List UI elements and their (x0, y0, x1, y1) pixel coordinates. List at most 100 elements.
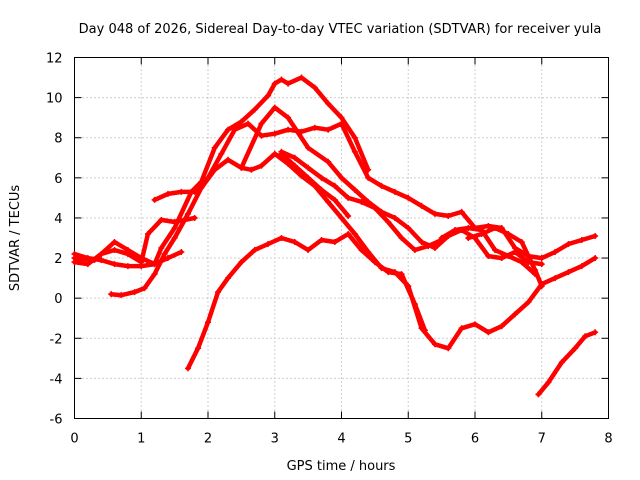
data-point (331, 239, 338, 246)
data-point (431, 341, 438, 348)
data-point (385, 269, 392, 276)
data-point (98, 251, 105, 258)
data-point (311, 124, 318, 131)
x-tick-label: 0 (70, 432, 78, 447)
y-tick-label: 12 (46, 52, 63, 67)
data-point (338, 114, 345, 121)
y-tick-label: -2 (50, 332, 63, 347)
data-point (391, 214, 398, 221)
data-point (425, 243, 432, 250)
x-tick-label: 8 (604, 432, 612, 447)
data-point (385, 218, 392, 225)
x-tick-label: 5 (404, 432, 412, 447)
data-point (144, 230, 151, 237)
data-point (151, 261, 158, 268)
data-point (258, 132, 265, 139)
data-point (151, 271, 158, 278)
data-point (405, 194, 412, 201)
data-point (592, 329, 599, 336)
data-point (338, 214, 345, 221)
series-track-11 (465, 224, 545, 290)
data-point (298, 74, 305, 81)
data-point (492, 224, 499, 231)
x-tick-label: 2 (204, 432, 212, 447)
data-point (525, 299, 532, 306)
data-point (278, 235, 285, 241)
data-point (445, 212, 452, 219)
data-point (371, 259, 378, 266)
data-point (291, 239, 298, 246)
data-point (265, 241, 272, 248)
data-point (592, 232, 599, 239)
data-point (365, 174, 372, 181)
data-point (445, 345, 452, 352)
data-point (472, 321, 478, 328)
data-point (161, 251, 168, 258)
y-tick-label: 0 (54, 292, 62, 307)
y-tick-label: 8 (54, 132, 62, 147)
data-point (451, 226, 458, 233)
data-point (485, 222, 492, 229)
data-point (271, 150, 278, 157)
data-point (258, 120, 265, 127)
data-point (84, 261, 91, 268)
data-point (512, 249, 519, 256)
data-point (248, 166, 255, 173)
data-point (545, 379, 552, 386)
data-point (271, 130, 278, 137)
data-point (171, 235, 178, 241)
data-point (505, 230, 512, 237)
data-point (184, 365, 191, 372)
data-point (558, 359, 565, 366)
data-point (411, 247, 418, 254)
data-point (398, 235, 405, 241)
data-point (231, 126, 238, 133)
data-point (178, 249, 185, 256)
data-point (84, 255, 91, 262)
y-tick-label: 2 (54, 252, 62, 267)
data-point (318, 174, 325, 181)
data-point (98, 257, 105, 264)
series-line (239, 105, 545, 267)
data-point (215, 289, 222, 296)
data-point (338, 120, 345, 127)
data-point (71, 251, 78, 258)
x-tick-label: 7 (538, 432, 546, 447)
series-track-5 (151, 120, 599, 262)
data-point (278, 76, 285, 83)
data-point (552, 249, 559, 256)
data-point (405, 224, 412, 231)
data-point (141, 285, 148, 292)
data-point (458, 325, 465, 332)
data-point (111, 261, 118, 268)
data-point (171, 224, 178, 231)
data-point (351, 148, 358, 155)
data-point (111, 247, 118, 254)
data-point (225, 275, 232, 282)
data-point (578, 263, 585, 270)
data-point (225, 126, 232, 133)
y-tick-label: 6 (54, 172, 62, 187)
data-point (285, 114, 292, 121)
series-track-4 (108, 150, 599, 352)
data-point (421, 327, 428, 334)
data-point (431, 210, 438, 217)
data-point (398, 271, 405, 278)
y-tick-label: -6 (50, 413, 63, 428)
data-point (164, 255, 171, 262)
data-point (71, 259, 78, 266)
data-point (358, 198, 365, 205)
data-point (111, 239, 118, 246)
data-point (325, 100, 332, 107)
data-point (538, 255, 545, 262)
x-tick-label: 4 (337, 432, 345, 447)
data-point (345, 230, 352, 237)
data-point (498, 255, 505, 262)
data-point (358, 247, 365, 254)
chart-title: Day 048 of 2026, Sidereal Day-to-day VTE… (79, 22, 602, 37)
x-tick-label: 1 (137, 432, 145, 447)
data-point (178, 188, 185, 195)
data-point (391, 188, 398, 195)
